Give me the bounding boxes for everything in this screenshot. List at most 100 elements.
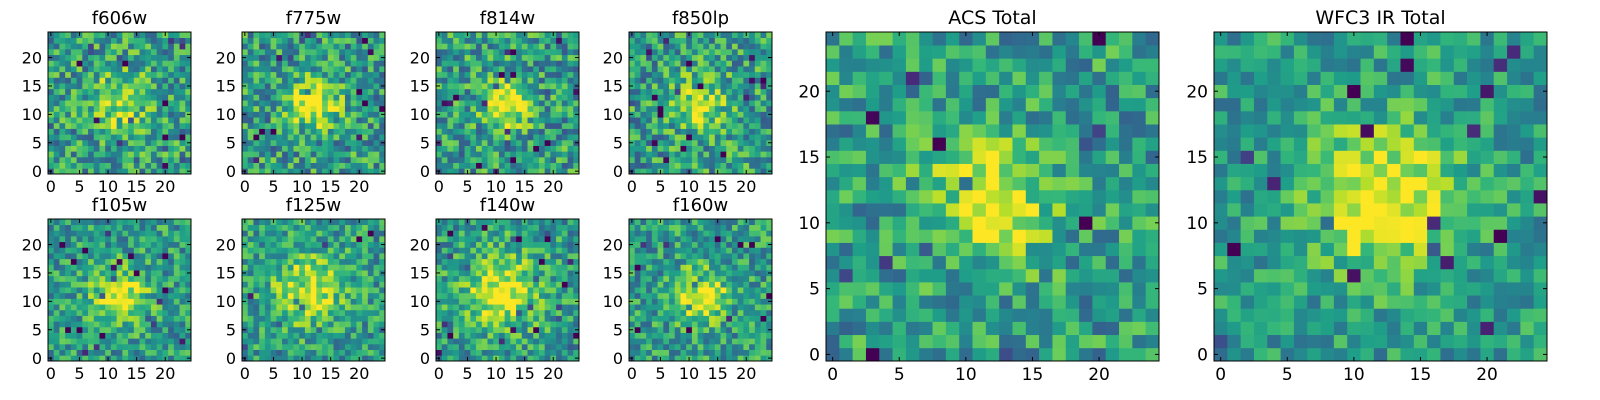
- heatmap-cell: [567, 94, 574, 101]
- heatmap-cell: [510, 355, 517, 362]
- heatmap-cell: [93, 287, 100, 294]
- heatmap-cell: [139, 77, 146, 84]
- heatmap-cell: [139, 287, 146, 294]
- heatmap-cell: [436, 43, 443, 50]
- heatmap-cell: [749, 66, 756, 73]
- heatmap-cell: [76, 298, 83, 305]
- heatmap-cell: [356, 264, 363, 271]
- heatmap-cell: [105, 156, 112, 163]
- heatmap-cell: [373, 117, 380, 124]
- heatmap-cell: [766, 94, 773, 101]
- heatmap-cell: [441, 258, 448, 265]
- heatmap-cell: [82, 292, 89, 299]
- heatmap-cell: [82, 258, 89, 265]
- heatmap-cell: [629, 151, 636, 158]
- heatmap-cell: [173, 88, 180, 95]
- heatmap-cell: [441, 145, 448, 152]
- heatmap-cell: [122, 321, 129, 328]
- heatmap-cell: [760, 66, 767, 73]
- heatmap-cell: [310, 241, 317, 248]
- heatmap-cell: [663, 156, 670, 163]
- heatmap-cell: [651, 349, 658, 356]
- heatmap-cell: [436, 332, 443, 339]
- heatmap-cell: [282, 77, 289, 84]
- heatmap-cell: [680, 122, 687, 129]
- heatmap-cell: [362, 343, 369, 350]
- heatmap-cell: [538, 287, 546, 294]
- heatmap-cell: [516, 219, 523, 226]
- heatmap-cell: [760, 298, 767, 305]
- heatmap-cell: [657, 71, 664, 78]
- heatmap-cell: [737, 162, 744, 169]
- heatmap-cell: [561, 304, 568, 311]
- heatmap-cell: [629, 281, 636, 288]
- heatmap-cell: [538, 355, 546, 362]
- heatmap-cell: [247, 77, 254, 84]
- heatmap-cell: [754, 298, 761, 305]
- heatmap-cell: [521, 343, 528, 350]
- heatmap-cell: [538, 100, 546, 107]
- heatmap-cell: [356, 241, 363, 248]
- heatmap-cell: [527, 77, 534, 84]
- heatmap-cell: [487, 37, 494, 44]
- heatmap-cell: [76, 66, 83, 73]
- heatmap-cell: [703, 338, 710, 345]
- heatmap-cell: [168, 66, 175, 73]
- heatmap-cell: [538, 264, 546, 271]
- heatmap-cell: [657, 105, 664, 112]
- heatmap-cell: [293, 338, 300, 345]
- heatmap-cell: [760, 343, 767, 350]
- heatmap-cell: [533, 37, 540, 44]
- heatmap-cell: [110, 338, 117, 345]
- heatmap-cell: [156, 236, 163, 243]
- y-tick-label: 0: [32, 349, 42, 368]
- heatmap-cell: [247, 338, 254, 345]
- heatmap-cell: [686, 94, 693, 101]
- heatmap-cell: [168, 77, 175, 84]
- heatmap-cell: [634, 105, 641, 112]
- heatmap-cell: [344, 105, 352, 112]
- heatmap-cell: [737, 94, 744, 101]
- heatmap-cell: [339, 145, 346, 152]
- heatmap-cell: [533, 349, 540, 356]
- heatmap-cell: [310, 88, 317, 95]
- heatmap-cell: [760, 315, 767, 322]
- heatmap-cell: [122, 241, 129, 248]
- heatmap-cell: [48, 258, 55, 265]
- heatmap-cell: [720, 275, 727, 282]
- heatmap-cell: [133, 134, 140, 141]
- heatmap-cell: [760, 304, 767, 311]
- heatmap-cell: [669, 94, 676, 101]
- heatmap-cell: [93, 349, 100, 356]
- heatmap-cell: [122, 275, 129, 282]
- heatmap-cell: [105, 292, 112, 299]
- heatmap-cell: [350, 60, 357, 67]
- heatmap-cell: [651, 162, 658, 169]
- heatmap-cell: [93, 77, 100, 84]
- heatmap-cell: [105, 338, 112, 345]
- heatmap-cell: [731, 343, 739, 350]
- heatmap-cell: [53, 49, 60, 56]
- heatmap-cell: [441, 168, 448, 175]
- heatmap-cell: [259, 287, 266, 294]
- heatmap-cell: [259, 224, 266, 231]
- heatmap-cell: [760, 355, 767, 362]
- heatmap-cell: [53, 309, 60, 316]
- heatmap-cell: [640, 349, 647, 356]
- heatmap-cell: [573, 134, 580, 141]
- heatmap-cell: [310, 100, 317, 107]
- heatmap-cell: [760, 49, 767, 56]
- heatmap-cell: [362, 37, 369, 44]
- heatmap-cell: [48, 309, 55, 316]
- heatmap-cell: [287, 321, 294, 328]
- heatmap-cell: [59, 83, 66, 90]
- heatmap-cell: [70, 236, 77, 243]
- heatmap-cell: [299, 162, 306, 169]
- heatmap-cell: [527, 128, 534, 135]
- heatmap-cell: [173, 304, 180, 311]
- heatmap-cell: [521, 326, 528, 333]
- heatmap-cell: [93, 292, 100, 299]
- heatmap-cell: [316, 100, 323, 107]
- heatmap-cell: [133, 77, 140, 84]
- heatmap-cell: [470, 287, 477, 294]
